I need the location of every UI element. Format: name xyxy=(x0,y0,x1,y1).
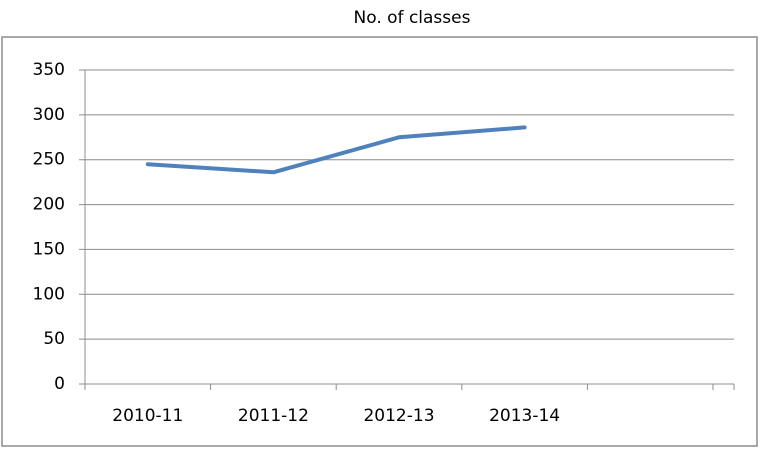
y-tick-label: 150 xyxy=(33,239,65,259)
x-tick-label: 2011-12 xyxy=(238,406,309,426)
y-tick-label: 100 xyxy=(33,284,65,304)
y-tick-label: 0 xyxy=(54,374,65,394)
y-tick-label: 250 xyxy=(33,150,65,170)
y-tick-label: 300 xyxy=(33,105,65,125)
y-tick-label: 350 xyxy=(33,60,65,80)
y-tick-label: 200 xyxy=(33,195,65,215)
series-line xyxy=(145,125,527,175)
x-tick-label: 2013-14 xyxy=(489,406,560,426)
y-tick-label: 50 xyxy=(43,329,65,349)
x-tick-label: 2012-13 xyxy=(363,406,434,426)
chart-title: No. of classes xyxy=(354,8,471,28)
x-tick-label: 2010-11 xyxy=(112,406,183,426)
chart-border xyxy=(1,36,758,447)
